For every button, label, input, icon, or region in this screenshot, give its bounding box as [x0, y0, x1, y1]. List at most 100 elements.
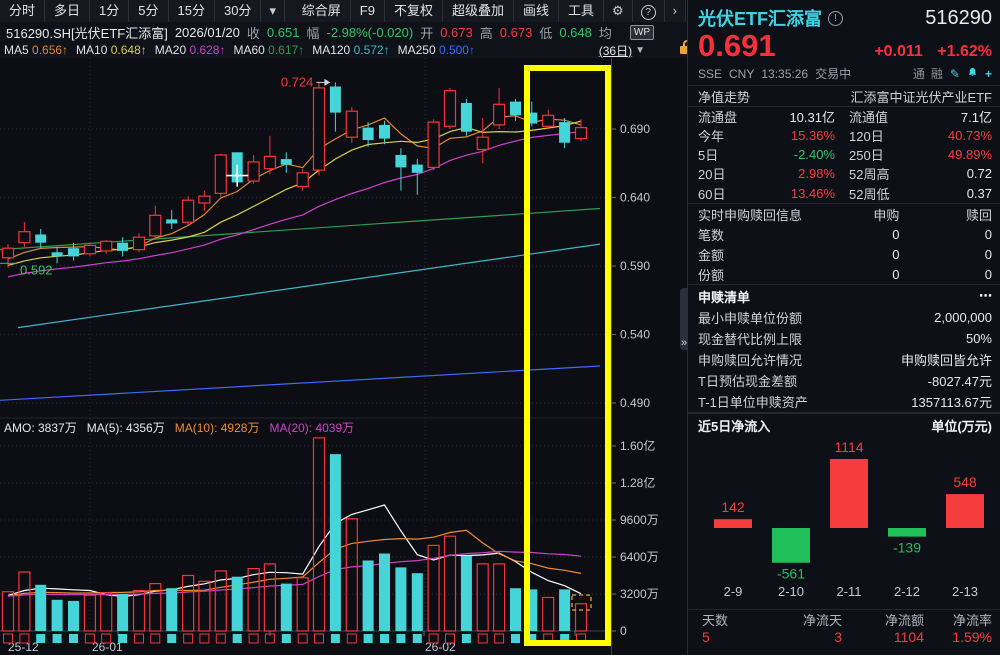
flow-stat-labels: 天数 净流天 净流额 净流率 [688, 610, 1000, 628]
svg-text:142: 142 [721, 499, 745, 515]
info-token-7: 开 [420, 25, 434, 41]
flow-stat-label: 净流率 [952, 612, 992, 628]
tab-period-2[interactable]: 多日 [45, 0, 91, 22]
flow-stat-value: 1104 [893, 629, 924, 645]
volume-legend-4: MA(20): 4039万 [269, 420, 355, 435]
nav-value: 汇添富中证光伏产业ETF [850, 89, 992, 105]
top-toolbar: 分时 多日 1分 5分 15分 30分 ▾ 综合屏 F9 不复权 超级叠加 画线 工具 ⚙? › [0, 0, 686, 23]
toolbar-item-1[interactable]: 综合屏 [293, 0, 351, 22]
svg-text:548: 548 [953, 474, 977, 490]
quote-panel: 光伏ETF汇添富 ! 516290 0.691 +0.011 +1.62% SS… [687, 0, 1000, 655]
currency-label: CNY [729, 66, 755, 81]
info-token-12: 0.648 [559, 24, 592, 40]
info-token-1: 516290.SH[光伏ETF汇添富] [6, 25, 168, 41]
subscribe-row-3: 份额 0 0 [688, 264, 1000, 285]
info-token-10: 0.673 [499, 24, 533, 40]
tab-period-6[interactable]: 30分 [215, 0, 262, 22]
info-token-5: 幅 [306, 25, 320, 41]
svg-text:0.590: 0.590 [620, 259, 650, 273]
kv-row-3: 申购赎回允许情况 申购赎回皆允许 [698, 353, 992, 368]
tab-period-3[interactable]: 1分 [90, 0, 130, 22]
flow-title: 近5日净流入 [698, 418, 771, 434]
svg-text:26-01: 26-01 [92, 640, 123, 654]
kv-row-4: T日预估现金差额 -8027.47元 [698, 374, 992, 389]
info-token-6: -2.98%(-0.020) [326, 24, 414, 40]
subscribe-header: 实时申购赎回信息 申购 赎回 [698, 207, 993, 223]
tab-period-1[interactable]: 分时 [0, 0, 46, 22]
info-token-11: 低 [539, 25, 553, 41]
toolbar-item-6[interactable]: 工具 [559, 0, 604, 22]
subscribe-row-1: 笔数 0 0 [698, 226, 993, 243]
toolbar-item-3[interactable]: 不复权 [385, 0, 443, 22]
svg-text:0.540: 0.540 [620, 328, 650, 342]
period-selector[interactable]: (36日) ▼ [599, 42, 645, 59]
edit-icon[interactable]: ✎ [949, 66, 960, 81]
flow-stat-label: 净流天 [802, 612, 842, 628]
toolbar-item-5[interactable]: 画线 [514, 0, 559, 22]
help-icon[interactable]: ? [633, 0, 665, 22]
info-token-4: 0.651 [266, 24, 300, 40]
flag-1: 通 [912, 67, 925, 81]
quote-rows: 净值走势 汇添富中证光伏产业ETF 流通盘 10.31亿 流通值 7.1亿 今年 15.36%… [688, 86, 1000, 413]
exchange-label: SSE [698, 66, 723, 81]
svg-text:9600万: 9600万 [620, 513, 659, 527]
flow-stat-value: 1.59% [952, 629, 992, 645]
triangle-down-icon: ▼ [635, 44, 645, 56]
add-watchlist-icon[interactable]: + [984, 66, 992, 81]
chevron-right-icon: » [680, 337, 688, 349]
toolbar-item-4[interactable]: 超级叠加 [443, 0, 514, 22]
svg-text:0.592: 0.592 [20, 262, 53, 277]
svg-text:0.640: 0.640 [620, 191, 650, 205]
flag-2: 融 [930, 67, 943, 81]
info-token-2: 2026/01/20 [174, 24, 240, 40]
tab-period-5[interactable]: 15分 [169, 0, 215, 22]
svg-text:1114: 1114 [834, 439, 863, 455]
ma-legend-ma120: MA120 0.572↑ [312, 43, 390, 57]
last-price: 0.691 [698, 28, 776, 63]
chevron-right-icon[interactable]: › [665, 0, 686, 22]
flow-section-header: 近5日净流入 单位(万元) [688, 413, 1000, 436]
session-status: 交易中 [815, 67, 852, 81]
svg-text:6400万: 6400万 [620, 550, 659, 564]
dropdown-icon[interactable]: ▾ [261, 0, 285, 22]
flow-stat-label: 天数 [702, 612, 729, 628]
svg-text:0: 0 [620, 624, 627, 638]
stock-flags: 通融 [907, 65, 943, 82]
ma-legend-ma20: MA20 0.628↑ [154, 43, 226, 57]
subscribe-row-2: 金额 0 0 [698, 246, 993, 263]
ohlc-info-bar: 516290.SH[光伏ETF汇添富] 2026/01/20 收 0.651 幅 -2.9… [0, 22, 690, 42]
svg-text:2-13: 2-13 [952, 584, 978, 599]
wp-badge-icon[interactable]: WP [629, 24, 654, 40]
price-row: 0.691 +0.011 +1.62% [688, 28, 1000, 63]
ma-legend-ma10: MA10 0.648↑ [76, 43, 147, 57]
info-token-8: 0.673 [440, 24, 473, 40]
svg-text:1.28亿: 1.28亿 [620, 475, 655, 490]
svg-text:26-02: 26-02 [425, 640, 456, 654]
kline-chart[interactable]: 0.690 0.640 0.590 0.540 0.490 1.60亿 1.28亿 9600万… [0, 58, 690, 655]
svg-text:2-12: 2-12 [894, 584, 920, 599]
quote-time: 13:35:26 [761, 66, 809, 81]
info-token-3: 收 [246, 25, 260, 41]
svg-text:0.690: 0.690 [620, 122, 650, 136]
svg-text:1.60亿: 1.60亿 [620, 438, 655, 453]
info-token-13: 均 [598, 25, 612, 41]
svg-text:0.490: 0.490 [620, 396, 650, 410]
more-icon[interactable]: ⋯ [979, 288, 992, 303]
price-change: +0.011 [874, 43, 923, 60]
volume-legend-2: MA(5): 4356万 [86, 420, 165, 435]
price-change-pct: +1.62% [937, 43, 992, 60]
ma-legend-ma60: MA60 0.617↑ [233, 43, 305, 57]
toolbar-item-2[interactable]: F9 [351, 0, 385, 22]
stat-row-4: 20日 2.98% 52周高 0.72 [698, 166, 992, 182]
kv-row-1: 最小申赎单位份额 2,000,000 [698, 310, 992, 326]
volume-legend-3: MA(10): 4928万 [174, 420, 260, 435]
stat-row-3: 5日 -2.40% 250日 49.89% [698, 147, 992, 163]
panel-collapse-handle[interactable]: » [680, 288, 688, 350]
info-icon[interactable]: ! [828, 10, 843, 26]
kv-row-5: T-1日单位申赎资产 1357113.67元 [688, 391, 1000, 413]
tab-period-4[interactable]: 5分 [129, 0, 169, 22]
net-inflow-chart: 142 2-9 -561 2-10 1114 2-11 -139 2-12 548 2-13 [714, 439, 984, 599]
kline-chart-svg[interactable]: 0.690 0.640 0.590 0.540 0.490 1.60亿 1.28亿 9600万… [0, 58, 690, 655]
alert-bell-icon[interactable] [967, 67, 978, 81]
gear-icon[interactable]: ⚙ [604, 0, 633, 22]
